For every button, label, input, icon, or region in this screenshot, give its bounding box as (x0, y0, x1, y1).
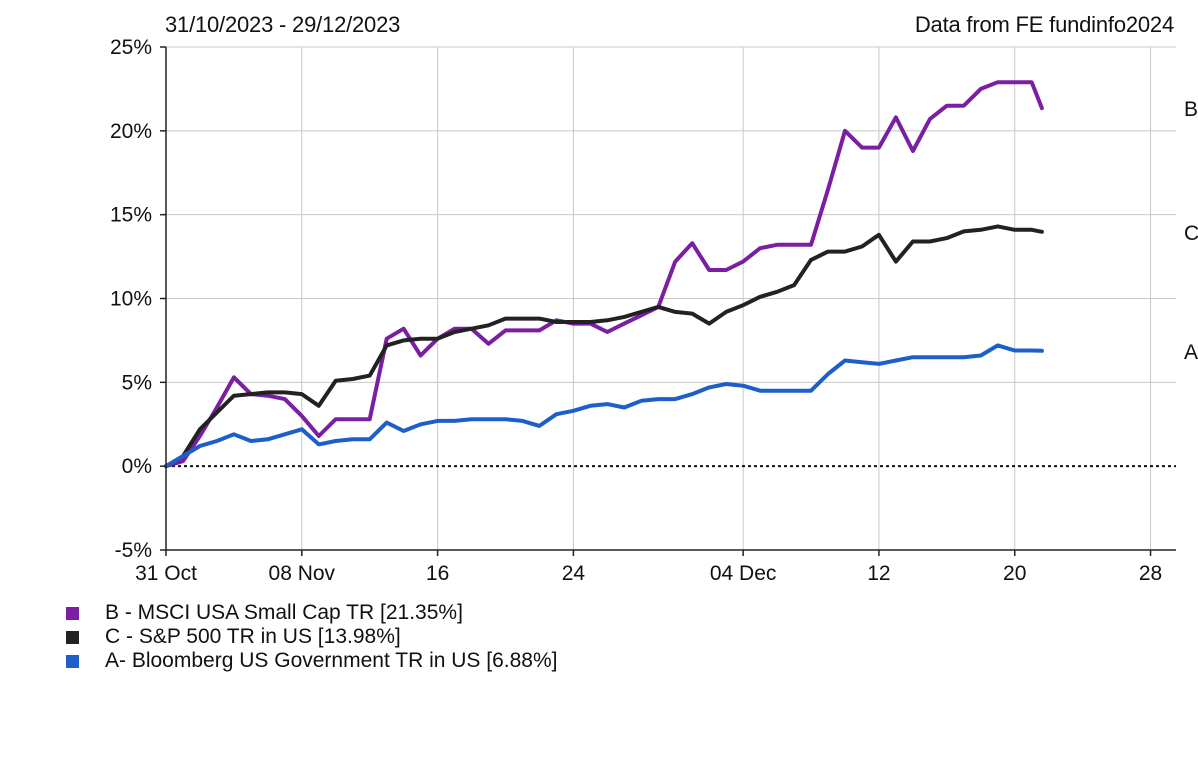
y-tick-label: 15% (110, 204, 152, 227)
y-tick-label: -5% (115, 539, 152, 562)
legend-item-a: A- Bloomberg US Government TR in US [6.8… (66, 649, 557, 673)
y-tick-label: 20% (110, 120, 152, 143)
y-tick-label: 10% (110, 288, 152, 311)
legend: B - MSCI USA Small Cap TR [21.35%] C - S… (66, 601, 557, 673)
series-line-b (164, 80, 1044, 469)
x-tick-label: 20 (1003, 562, 1026, 585)
x-tick-label: 16 (426, 562, 449, 585)
date-range: 31/10/2023 - 29/12/2023 (165, 12, 401, 37)
legend-label-c: C - S&P 500 TR in US [13.98%] (105, 625, 401, 648)
x-tick-label: 08 Nov (269, 562, 336, 585)
series-line-a (164, 343, 1044, 469)
series-lines (164, 80, 1044, 469)
x-axis-ticks: 31 Oct 08 Nov 16 24 04 Dec 12 20 28 (135, 550, 1162, 585)
legend-swatch-c (66, 630, 79, 644)
legend-item-c: C - S&P 500 TR in US [13.98%] (66, 625, 557, 649)
grid (166, 46, 1176, 550)
x-tick-label: 24 (562, 562, 586, 585)
legend-label-a: A- Bloomberg US Government TR in US [6.8… (105, 649, 558, 672)
series-end-label-a: A (1184, 341, 1198, 364)
y-tick-label: 5% (122, 371, 152, 394)
series-end-labels: B C A (1184, 98, 1198, 364)
x-tick-label: 04 Dec (710, 562, 777, 585)
x-tick-label: 12 (867, 562, 890, 585)
legend-label-b: B - MSCI USA Small Cap TR [21.35%] (105, 601, 463, 624)
legend-item-b: B - MSCI USA Small Cap TR [21.35%] (66, 601, 557, 625)
legend-swatch-b (66, 606, 79, 620)
data-source-label: Data from FE fundinfo2024 (914, 12, 1174, 37)
y-tick-label: 25% (110, 36, 152, 59)
series-line-c (164, 224, 1044, 469)
x-tick-label: 31 Oct (135, 562, 197, 585)
y-tick-label: 0% (122, 455, 152, 478)
legend-swatch-a (66, 654, 79, 668)
x-tick-label: 28 (1139, 562, 1162, 585)
y-axis-ticks: 25% 20% 15% 10% 5% 0% -5% (110, 36, 166, 562)
series-end-label-c: C (1184, 222, 1198, 245)
series-end-label-b: B (1184, 98, 1198, 121)
